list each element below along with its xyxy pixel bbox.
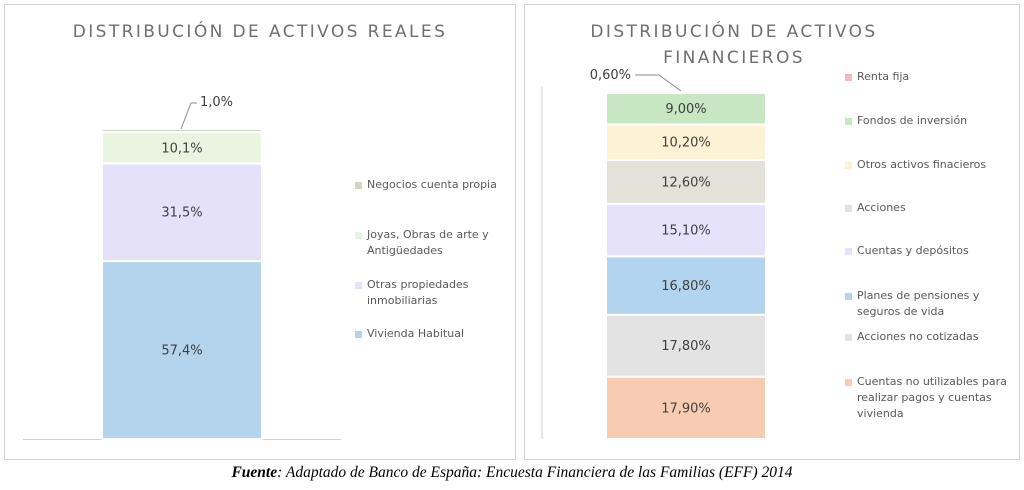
bar-segment-joyas-obras-de-arte-y-antiguedades (101, 131, 263, 165)
legend-label: Negocios cuenta propia (367, 178, 497, 191)
legend-swatch (845, 248, 852, 255)
data-label-renta-fija: 0,60% (590, 68, 631, 83)
bar-segment-cuentas-y-depositos (605, 202, 767, 258)
stacked-bar-chart-activos-financieros: 17,90% 17,80% 16,80% 15,10% 12,60% 10,20% 9,00… (541, 68, 767, 441)
legend-swatch (845, 205, 852, 212)
data-label-negocios-cuenta-propia: 1,0% (200, 95, 233, 110)
data-label-vivienda-habitual: 57,4% (161, 344, 202, 359)
source-caption: Fuente: Adaptado de Banco de España: Enc… (0, 464, 1024, 482)
source-text: : Adaptado de Banco de España: Encuesta … (277, 464, 793, 481)
legend-item-negocios-cuenta-propia: Negocios cuenta propia (355, 177, 515, 193)
data-label-joyas-obras-de-arte-y-antiguedades: 10,1% (161, 141, 202, 156)
callout-line-negocios-cuenta-propia (180, 102, 197, 130)
chart-title-activos-financieros: DISTRIBUCIÓN DE ACTIVOS FINANCIEROS (590, 22, 878, 68)
legend-swatch (355, 232, 362, 239)
data-label-planes-de-pensiones-y-seguros-de-vida: 16,80% (661, 279, 711, 294)
legend-label: Renta fija (857, 70, 910, 83)
legend-swatch (845, 162, 852, 169)
chart-panel-activos-financieros: DISTRIBUCIÓN DE ACTIVOS FINANCIEROS 17,9… (524, 4, 1020, 460)
bar-segment-negocios-cuenta-propia (101, 128, 263, 134)
legend-swatch (845, 379, 852, 386)
callout-line-renta-fija (635, 74, 682, 92)
legend-item-vivienda-habitual: Vivienda Habitual (355, 326, 515, 342)
legend-item-planes-de-pensiones-y-seguros-de-vida: Planes de pensiones y seguros de vida (845, 288, 1015, 320)
stacked-bar-chart-activos-reales: 57,4% 31,5% 10,1% 1,0% (23, 95, 341, 440)
legend-label: Otros activos finacieros (857, 158, 987, 171)
legend-label: Joyas, Obras de arte y Antigüedades (367, 228, 489, 257)
bar-segment-otros-activos-finacieros (605, 123, 767, 161)
data-label-otras-propiedades-inmobiliarias: 31,5% (161, 206, 202, 221)
legend-label: Planes de pensiones y seguros de vida (857, 289, 980, 318)
legend-item-cuentas-no-utilizables-para-realizar-pagos-y-cuentas-vivienda: Cuentas no utilizables para realizar pag… (845, 374, 1015, 422)
bar-segment-acciones-no-cotizadas (605, 313, 767, 378)
data-label-otros-activos-finacieros: 10,20% (661, 136, 711, 151)
chart-title-activos-reales: DISTRIBUCIÓN DE ACTIVOS REALES (72, 22, 448, 42)
bar-segment-vivienda-habitual (101, 260, 263, 440)
data-label-acciones-no-cotizadas: 17,80% (661, 339, 711, 354)
legend-swatch (845, 334, 852, 341)
bar-segment-cuentas-no-utilizables-para-realizar-pagos-y-cuentas-vivienda (605, 375, 767, 441)
legend-item-joyas-obras-de-arte-y-antiguedades: Joyas, Obras de arte y Antigüedades (355, 227, 515, 259)
legend-label: Otras propiedades inmobiliarias (367, 278, 469, 307)
legend-item-acciones-no-cotizadas: Acciones no cotizadas (845, 329, 1015, 345)
data-label-fondos-de-inversion: 9,00% (665, 102, 706, 117)
legend-swatch (355, 182, 362, 189)
legend-label: Cuentas y depósitos (857, 244, 969, 257)
legend-item-renta-fija: Renta fija (845, 69, 1015, 85)
legend-swatch (355, 282, 362, 289)
chart-panel-activos-reales: DISTRIBUCIÓN DE ACTIVOS REALES 57,4% 31,5… (4, 4, 516, 460)
data-label-cuentas-y-depositos: 15,10% (661, 224, 711, 239)
data-label-acciones: 12,60% (661, 175, 711, 190)
legend-label: Cuentas no utilizables para realizar pag… (857, 375, 1007, 420)
legend-swatch (845, 74, 852, 81)
legend-swatch (845, 293, 852, 300)
legend-swatch (845, 118, 852, 125)
data-label-cuentas-no-utilizables-para-realizar-pagos-y-cuentas-vivienda: 17,90% (661, 401, 711, 416)
legend-label: Fondos de inversión (857, 114, 968, 127)
legend-label: Acciones no cotizadas (857, 330, 979, 343)
legend-item-otros-activos-finacieros: Otros activos finacieros (845, 157, 1015, 173)
legend-swatch (355, 331, 362, 338)
legend-item-cuentas-y-depositos: Cuentas y depósitos (845, 243, 1015, 259)
legend-item-otras-propiedades-inmobiliarias: Otras propiedades inmobiliarias (355, 277, 515, 309)
legend-item-acciones: Acciones (845, 200, 1015, 216)
bar-segment-renta-fija (605, 90, 767, 95)
legend-label: Vivienda Habitual (367, 327, 464, 340)
source-label: Fuente (231, 464, 278, 481)
legend-label: Acciones (857, 201, 906, 214)
legend-item-fondos-de-inversion: Fondos de inversión (845, 113, 1015, 129)
